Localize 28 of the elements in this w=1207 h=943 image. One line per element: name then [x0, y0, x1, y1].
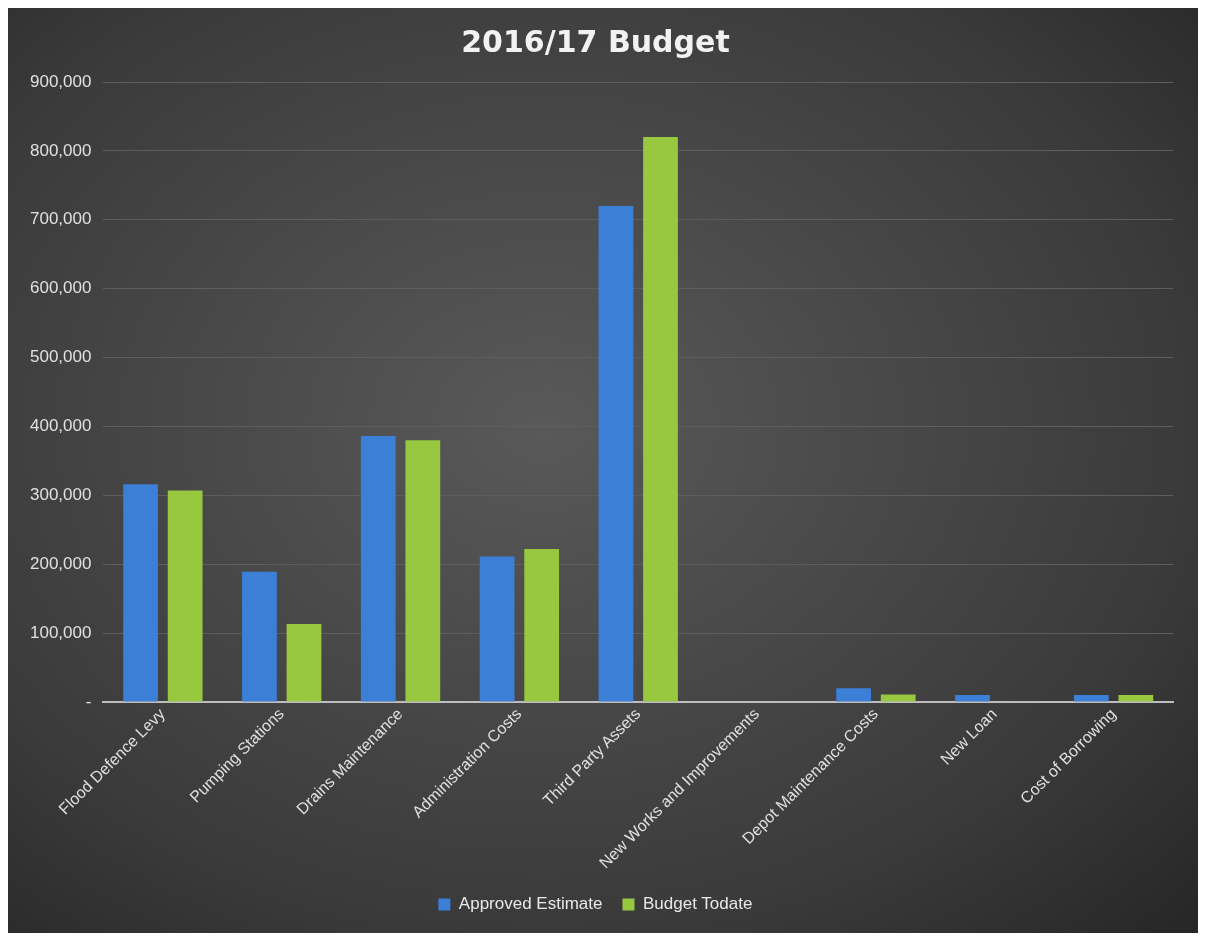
y-tick-label: 500,000 [30, 347, 92, 367]
y-tick-label: - [85, 691, 92, 711]
bar [1073, 695, 1109, 702]
bar [598, 205, 634, 702]
y-tick-label: 600,000 [30, 278, 92, 298]
chart-title: 2016/17 Budget [461, 23, 730, 59]
bar [242, 571, 277, 702]
bar [524, 549, 560, 702]
y-tick-label: 300,000 [30, 484, 92, 504]
y-tick-label: 100,000 [30, 622, 92, 642]
y-tick-label: 400,000 [30, 416, 92, 436]
bar [405, 440, 441, 702]
bar [836, 688, 871, 702]
legend-label: Budget Todate [642, 894, 753, 914]
bar [880, 694, 916, 702]
y-tick-label: 200,000 [30, 553, 92, 573]
y-tick-label: 800,000 [30, 140, 92, 160]
bar [123, 484, 158, 702]
y-tick-label: 900,000 [30, 71, 92, 91]
y-tick-label: 700,000 [30, 209, 92, 229]
bar [479, 556, 515, 702]
legend-label: Approved Estimate [458, 894, 603, 914]
bar [286, 624, 322, 702]
bar [643, 137, 678, 702]
bar [955, 695, 990, 702]
bar [360, 436, 396, 702]
bar [1118, 695, 1154, 702]
bar [167, 490, 203, 702]
